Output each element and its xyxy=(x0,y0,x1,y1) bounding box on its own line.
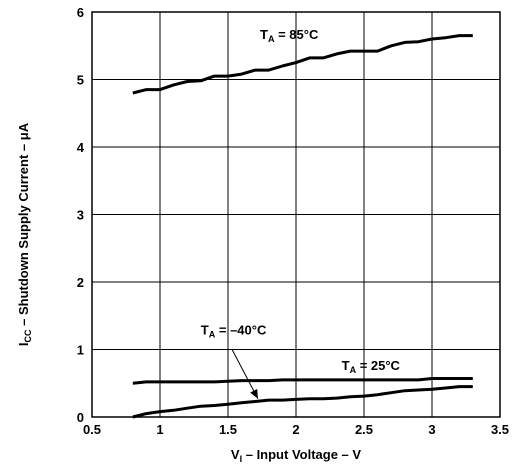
label-25c: TA = 25°C xyxy=(342,358,401,375)
plot-frame xyxy=(91,11,501,418)
series-annotations: TA = 85°C TA = –40°C TA = 25°C xyxy=(201,27,401,400)
x-tick-label: 0.5 xyxy=(83,422,101,437)
y-axis-label: ICC – Shutdown Supply Current – μA xyxy=(16,122,33,346)
x-tick-label: 1.5 xyxy=(219,422,237,437)
y-tick-label: 5 xyxy=(77,73,84,88)
label-85c: TA = 85°C xyxy=(260,27,319,44)
y-tick-label: 3 xyxy=(77,208,84,223)
x-tick-label: 2.5 xyxy=(355,422,373,437)
x-tick-label: 1 xyxy=(156,422,163,437)
x-tick-label: 2 xyxy=(292,422,299,437)
y-tick-label: 1 xyxy=(77,343,84,358)
x-tick-label: 3 xyxy=(428,422,435,437)
y-tick-label: 2 xyxy=(77,275,84,290)
series-lines xyxy=(132,34,473,419)
y-tick-label: 4 xyxy=(77,140,85,155)
leader-line xyxy=(231,349,259,400)
leader-arrowhead xyxy=(250,388,258,399)
x-axis-label: VI – Input Voltage – V xyxy=(231,447,361,464)
label-minus40c: TA = –40°C xyxy=(201,323,267,340)
grid xyxy=(91,11,501,418)
y-tick-label: 0 xyxy=(77,410,84,425)
y-tick-label: 6 xyxy=(77,5,84,20)
tick-labels: 0.5 1 1.5 2 2.5 3 3.5 0 1 2 3 4 5 6 xyxy=(77,5,509,437)
series-85c-line xyxy=(132,34,473,95)
x-tick-label: 3.5 xyxy=(491,422,509,437)
series-25c-line xyxy=(132,385,473,419)
series-minus40c-line xyxy=(132,377,473,385)
